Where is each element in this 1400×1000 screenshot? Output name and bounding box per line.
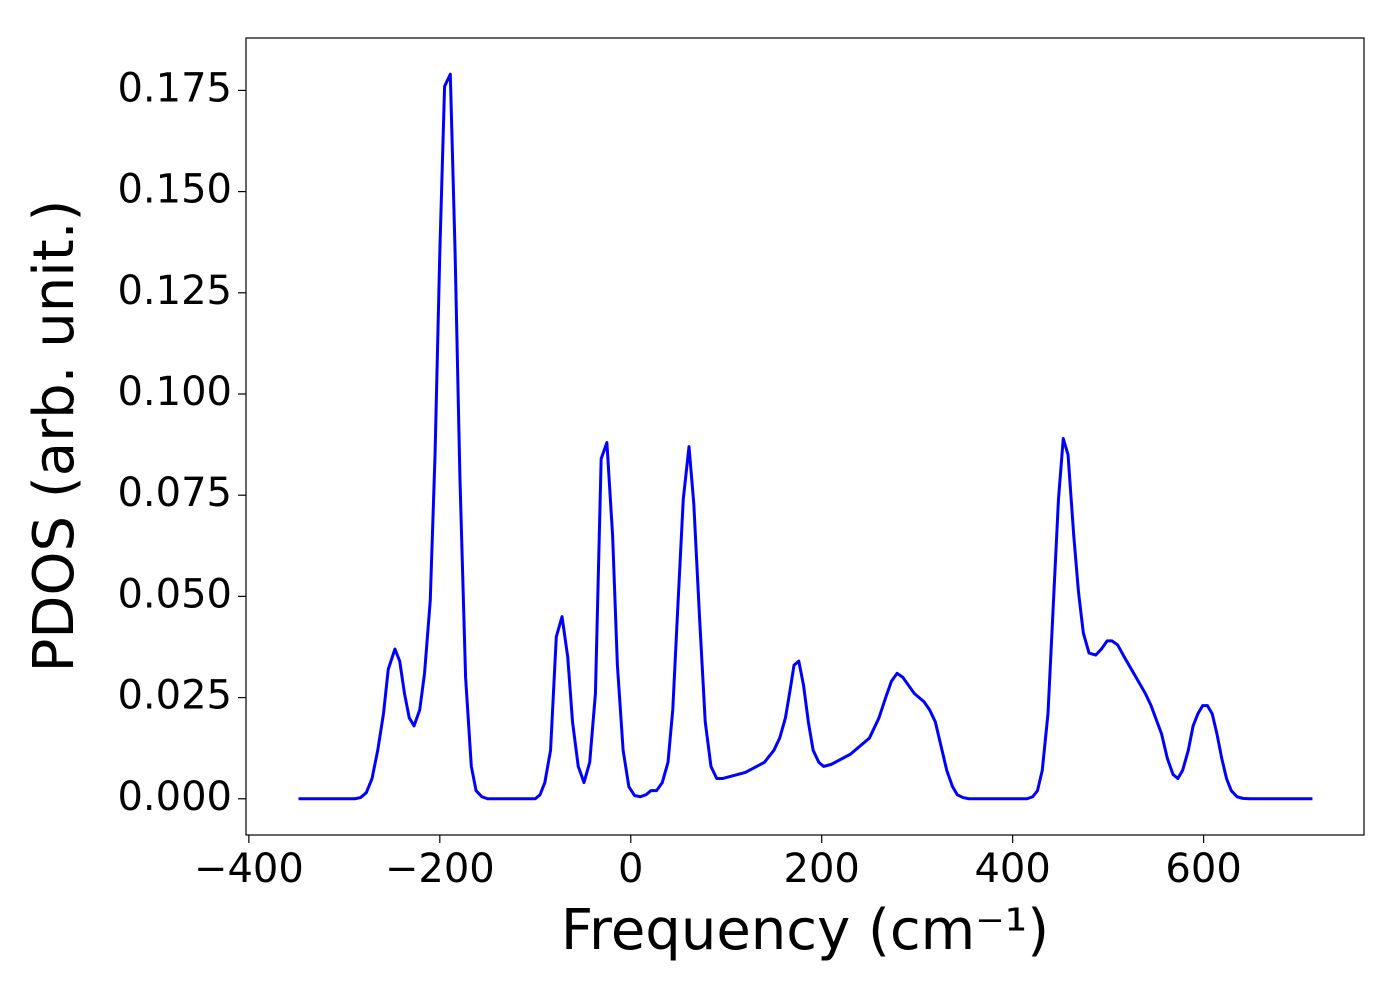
y-tick-label: 0.025 (117, 673, 232, 719)
data-line (298, 72, 1313, 801)
y-tick-label: 0.175 (117, 65, 232, 111)
x-tick-label: 600 (1165, 846, 1241, 892)
x-tick-label: 400 (974, 846, 1050, 892)
y-tick-label: 0.075 (117, 470, 232, 516)
y-tick-label: 0.125 (117, 268, 232, 314)
y-tick-label: 0.150 (117, 167, 232, 213)
y-tick-label: 0.000 (117, 774, 232, 820)
x-tick-label: 200 (784, 846, 860, 892)
x-axis-label: Frequency (cm⁻¹) (561, 898, 1049, 963)
y-tick-label: 0.050 (117, 571, 232, 617)
x-tick-label: 0 (618, 846, 643, 892)
plot-frame (245, 37, 1365, 836)
y-axis-label: PDOS (arb. unit.) (22, 200, 87, 673)
y-tick-label: 0.100 (117, 369, 232, 415)
x-tick-label: −400 (194, 846, 304, 892)
x-tick-label: −200 (385, 846, 495, 892)
